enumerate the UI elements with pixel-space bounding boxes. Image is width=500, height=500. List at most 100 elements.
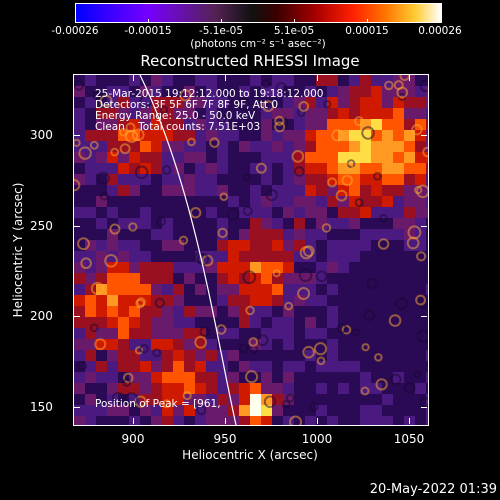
emission-cell <box>393 185 405 197</box>
emission-cell <box>129 317 141 329</box>
emission-cell <box>129 229 141 241</box>
emission-cell <box>305 141 317 153</box>
emission-ring <box>262 100 275 113</box>
emission-cell <box>404 284 416 296</box>
emission-cell <box>239 405 251 417</box>
emission-cell <box>404 251 416 263</box>
emission-ring <box>297 286 311 301</box>
emission-cell <box>129 251 141 263</box>
emission-cell <box>371 196 383 208</box>
emission-cell <box>426 328 428 340</box>
emission-cell <box>151 174 163 186</box>
emission-ring <box>248 337 259 347</box>
emission-cell <box>96 130 108 142</box>
emission-cell <box>338 405 350 417</box>
emission-cell <box>272 405 284 417</box>
emission-cell <box>393 273 405 285</box>
emission-cell <box>316 306 328 318</box>
emission-cell <box>316 273 328 285</box>
emission-cell <box>151 306 163 318</box>
emission-cell <box>162 240 174 252</box>
emission-cell <box>151 130 163 142</box>
emission-cell <box>382 196 394 208</box>
emission-cell <box>129 185 141 197</box>
emission-cell <box>393 284 405 296</box>
emission-cell <box>140 207 152 219</box>
emission-cell <box>129 383 141 395</box>
emission-cell <box>415 75 427 87</box>
emission-cell <box>316 196 328 208</box>
emission-cell <box>360 416 372 425</box>
emission-cell <box>151 251 163 263</box>
emission-cell <box>371 262 383 274</box>
emission-cell <box>129 119 141 131</box>
emission-cell <box>162 262 174 274</box>
emission-cell <box>338 328 350 340</box>
emission-cell <box>173 229 185 241</box>
emission-ring <box>97 171 110 185</box>
emission-cell <box>162 416 174 425</box>
emission-cell <box>294 317 306 329</box>
emission-cell <box>107 229 119 241</box>
emission-cell <box>393 251 405 263</box>
emission-cell <box>74 240 86 252</box>
emission-cell <box>96 240 108 252</box>
emission-cell <box>316 295 328 307</box>
emission-cell <box>96 119 108 131</box>
emission-cell <box>338 86 350 98</box>
emission-cell <box>140 152 152 164</box>
emission-ring <box>179 89 192 102</box>
emission-ring <box>274 115 285 126</box>
emission-ring <box>415 294 427 306</box>
colorbar-label: -0.00015 <box>124 25 172 37</box>
emission-cell <box>228 86 240 98</box>
emission-cell <box>327 361 339 373</box>
y-tick-label: 200 <box>30 309 53 323</box>
x-tick <box>317 418 318 424</box>
emission-cell <box>327 207 339 219</box>
emission-cell <box>305 405 317 417</box>
emission-cell <box>195 394 207 406</box>
emission-cell <box>426 130 428 142</box>
emission-cell <box>173 328 185 340</box>
emission-cell <box>327 339 339 351</box>
emission-cell <box>338 361 350 373</box>
emission-cell <box>272 361 284 373</box>
emission-cell <box>195 163 207 175</box>
emission-cell <box>250 174 262 186</box>
emission-cell <box>239 361 251 373</box>
emission-cell <box>96 405 108 417</box>
colorbar-label: 5.1e-05 <box>273 25 315 37</box>
emission-cell <box>151 86 163 98</box>
emission-cell <box>426 174 428 186</box>
emission-cell <box>140 119 152 131</box>
emission-cell <box>184 262 196 274</box>
emission-cell <box>173 75 185 87</box>
emission-ring <box>128 222 138 232</box>
emission-cell <box>305 383 317 395</box>
emission-ring <box>302 345 315 359</box>
emission-cell <box>360 218 372 230</box>
emission-ring <box>395 297 408 311</box>
emission-cell <box>272 416 284 425</box>
emission-cell <box>217 273 229 285</box>
emission-cell <box>371 240 383 252</box>
emission-ring <box>74 80 85 91</box>
x-tick <box>133 418 134 424</box>
emission-cell <box>206 383 218 395</box>
emission-cell <box>151 185 163 197</box>
colorbar-label: -5.1e-05 <box>198 25 244 37</box>
emission-cell <box>228 273 240 285</box>
emission-cell <box>74 218 86 230</box>
emission-cell <box>283 416 295 425</box>
emission-cell <box>107 174 119 186</box>
emission-cell <box>74 295 86 307</box>
emission-cell <box>96 416 108 425</box>
emission-cell <box>272 240 284 252</box>
emission-cell <box>283 350 295 362</box>
emission-ring <box>272 269 281 278</box>
emission-cell <box>140 185 152 197</box>
emission-cell <box>206 218 218 230</box>
emission-cell <box>129 86 141 98</box>
emission-cell <box>283 251 295 263</box>
